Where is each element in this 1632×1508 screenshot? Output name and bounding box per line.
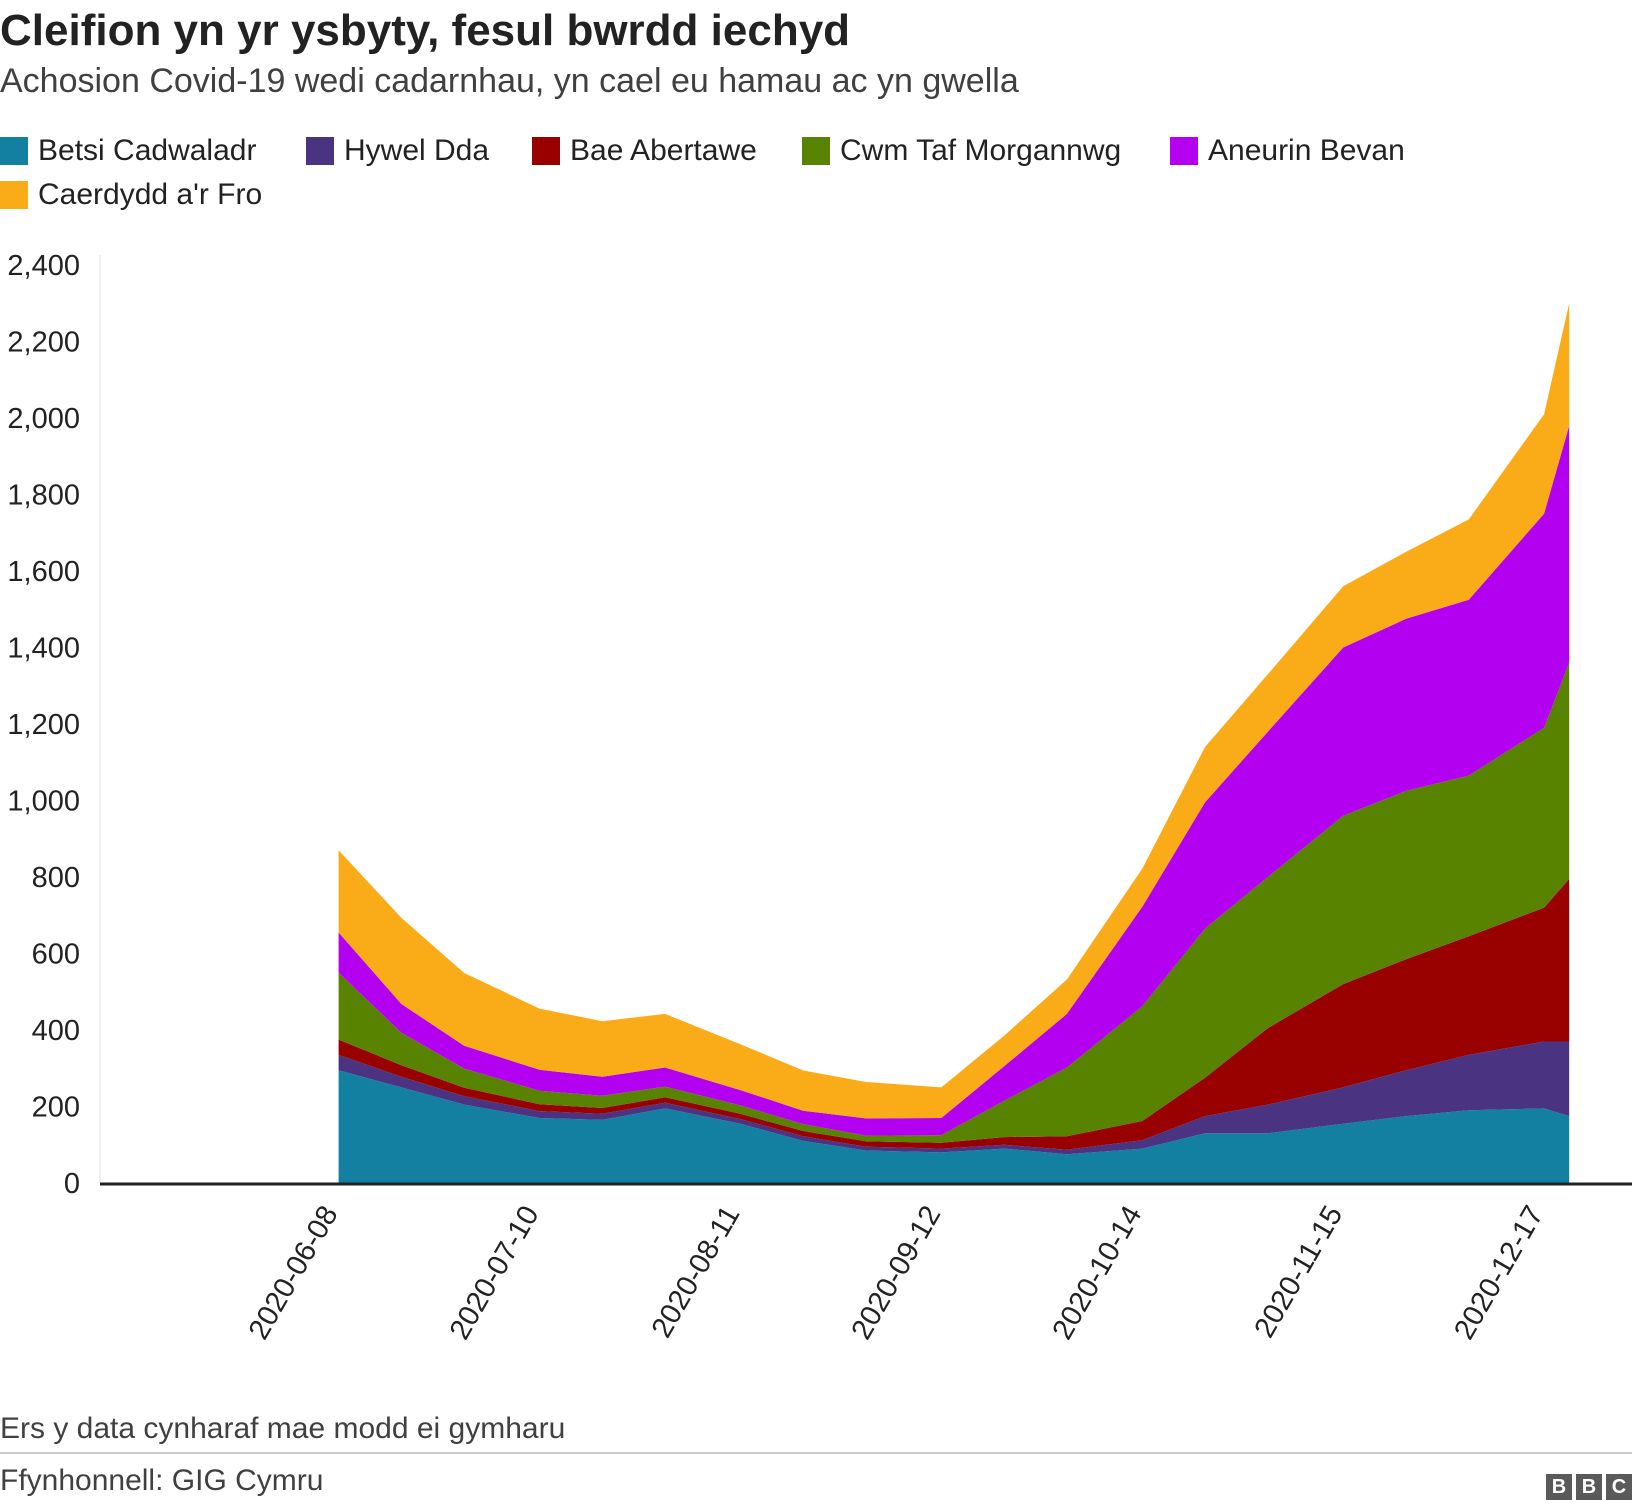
x-tick-label: 2020-09-12 bbox=[846, 1201, 948, 1345]
area-caerdydd-a-r-fro bbox=[338, 303, 1570, 1119]
logo-letter: C bbox=[1606, 1474, 1632, 1500]
area-bae-abertawe bbox=[338, 878, 1570, 1150]
legend-label: Betsi Cadwaladr bbox=[38, 134, 257, 167]
x-tick-label: 2020-11-15 bbox=[1248, 1201, 1349, 1344]
y-tick-label: 1,000 bbox=[7, 786, 80, 818]
footnote: Ers y data cynharaf mae modd ei gymharu bbox=[0, 1412, 566, 1445]
y-tick-label: 0 bbox=[64, 1168, 80, 1200]
y-tick-label: 2,400 bbox=[7, 250, 80, 282]
legend-swatch bbox=[802, 137, 830, 165]
chart-subtitle: Achosion Covid-19 wedi cadarnhau, yn cae… bbox=[0, 62, 1019, 100]
legend-swatch bbox=[532, 137, 560, 165]
bbc-logo: B B C bbox=[1546, 1474, 1632, 1500]
legend-item-hywel-dda: Hywel Dda bbox=[306, 134, 489, 168]
legend-swatch bbox=[0, 137, 28, 165]
y-tick-label: 200 bbox=[32, 1092, 80, 1124]
legend-item-betsi-cadwaladr: Betsi Cadwaladr bbox=[0, 134, 256, 168]
y-tick-label: 2,200 bbox=[7, 327, 80, 359]
y-tick-label: 2,000 bbox=[7, 403, 80, 435]
x-tick-label: 2020-12-17 bbox=[1448, 1201, 1550, 1345]
legend-item-aneurin-bevan: Aneurin Bevan bbox=[1170, 134, 1405, 168]
y-tick-label: 1,800 bbox=[7, 480, 80, 512]
area-cwm-taf-morgannwg bbox=[338, 662, 1570, 1143]
logo-letter: B bbox=[1576, 1474, 1602, 1500]
y-tick-label: 600 bbox=[32, 939, 80, 971]
area-aneurin-bevan bbox=[338, 425, 1570, 1136]
source-text: Ffynhonnell: GIG Cymru bbox=[0, 1464, 324, 1497]
legend-item-caerdydd-ar-fro: Caerdydd a'r Fro bbox=[0, 178, 262, 212]
legend-swatch bbox=[306, 137, 334, 165]
legend-label: Caerdydd a'r Fro bbox=[38, 178, 263, 211]
x-tick-label: 2020-10-14 bbox=[1046, 1201, 1148, 1345]
legend-label: Hywel Dda bbox=[344, 134, 490, 167]
chart-title: Cleifion yn yr ysbyty, fesul bwrdd iechy… bbox=[0, 6, 851, 55]
area-betsi-cadwaladr bbox=[338, 1070, 1570, 1183]
legend-item-bae-abertawe: Bae Abertawe bbox=[532, 134, 757, 168]
area-hywel-dda bbox=[338, 1041, 1570, 1155]
legend-label: Cwm Taf Morgannwg bbox=[840, 134, 1122, 167]
legend-label: Aneurin Bevan bbox=[1208, 134, 1405, 167]
logo-letter: B bbox=[1546, 1474, 1572, 1500]
y-tick-label: 1,600 bbox=[7, 556, 80, 588]
legend-label: Bae Abertawe bbox=[570, 134, 757, 167]
stacked-area-chart: 0 200 400 600 800 1,000 1,200 1,400 1,600 1,800 2,… bbox=[7, 250, 1632, 1345]
x-tick-label: 2020-06-08 bbox=[243, 1201, 345, 1345]
y-tick-label: 1,400 bbox=[7, 633, 80, 665]
y-tick-label: 1,200 bbox=[7, 709, 80, 741]
footer-divider bbox=[0, 1452, 1632, 1454]
x-tick-label: 2020-08-11 bbox=[646, 1201, 747, 1344]
x-tick-label: 2020-07-10 bbox=[444, 1201, 546, 1345]
y-tick-label: 800 bbox=[32, 862, 80, 894]
legend-swatch bbox=[0, 181, 28, 209]
legend-item-cwm-taf-morgannwg: Cwm Taf Morgannwg bbox=[802, 134, 1121, 168]
legend-swatch bbox=[1170, 137, 1198, 165]
y-tick-label: 400 bbox=[32, 1015, 80, 1047]
